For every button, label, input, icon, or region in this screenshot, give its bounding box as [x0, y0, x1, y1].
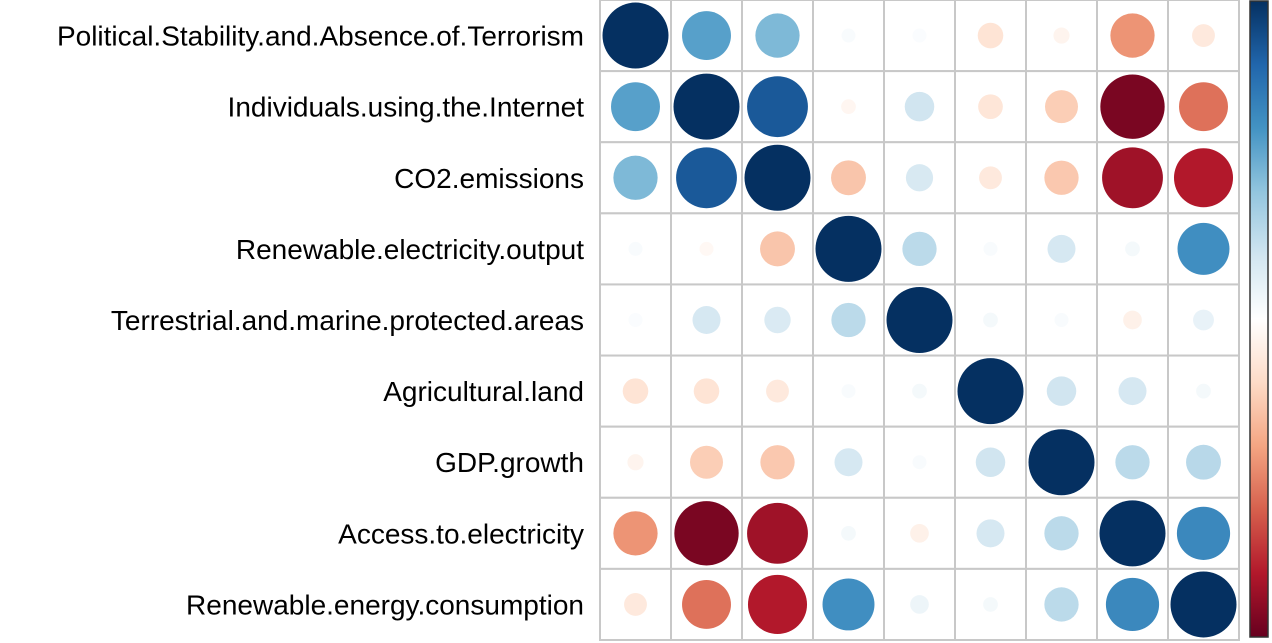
correlation-circle — [613, 155, 658, 200]
correlation-circle — [628, 241, 643, 256]
correlation-circle — [1044, 160, 1079, 195]
correlation-circle — [841, 525, 856, 541]
correlation-circle — [602, 2, 669, 69]
correlation-circle — [904, 91, 935, 122]
correlation-circle — [744, 144, 811, 211]
correlation-circle — [979, 166, 1002, 190]
correlation-circle — [1110, 13, 1155, 58]
correlation-circle — [822, 578, 875, 631]
correlation-circle — [841, 384, 856, 399]
correlation-circle — [1105, 577, 1160, 632]
correlation-circle — [831, 160, 866, 196]
correlation-circle — [886, 287, 953, 353]
correlation-circle — [760, 231, 795, 267]
correlation-circle — [1115, 445, 1150, 480]
correlation-circle — [747, 502, 808, 564]
correlation-circles — [602, 2, 1237, 638]
correlation-circle — [755, 13, 800, 58]
correlation-circle — [693, 378, 720, 404]
row-label: Individuals.using.the.Internet — [228, 92, 585, 123]
correlation-circle — [1028, 429, 1095, 496]
correlation-circle — [1176, 506, 1231, 560]
correlation-circle — [1045, 90, 1078, 124]
correlation-circle — [673, 73, 740, 140]
colorbar — [1249, 0, 1269, 638]
correlation-circle — [611, 82, 660, 132]
correlation-circle — [1044, 587, 1079, 622]
correlation-circle — [912, 28, 927, 43]
correlation-circle — [1125, 241, 1140, 257]
row-label: Agricultural.land — [383, 376, 584, 407]
correlation-circle — [978, 94, 1003, 120]
correlation-circle — [764, 306, 791, 334]
correlation-circle — [910, 595, 929, 614]
correlation-circle — [905, 164, 934, 192]
correlation-circle — [1053, 27, 1070, 44]
correlation-circle — [1047, 234, 1076, 263]
correlation-circle — [834, 448, 863, 477]
correlation-circle — [983, 312, 998, 328]
correlation-circle — [1100, 74, 1165, 139]
correlation-circle — [975, 447, 1006, 477]
correlation-circle — [910, 523, 929, 543]
correlation-circle — [1099, 500, 1166, 567]
correlation-circle — [627, 454, 644, 471]
correlation-circle — [766, 379, 789, 403]
matrix-cell — [883, 141, 956, 215]
correlation-circle — [983, 597, 998, 612]
correlation-circle — [1102, 147, 1163, 209]
correlation-circle — [1179, 82, 1228, 132]
row-labels: Political.Stability.and.Absence.of.Terro… — [57, 21, 584, 621]
correlation-circle — [1186, 444, 1221, 480]
correlation-circle — [747, 76, 808, 138]
correlation-circle — [624, 593, 647, 616]
correlation-circle — [977, 22, 1004, 49]
correlation-circle — [1177, 222, 1230, 275]
correlation-circle — [831, 302, 866, 338]
correlation-circle — [912, 383, 927, 399]
correlation-circle — [1123, 310, 1142, 330]
correlation-circle — [1196, 383, 1211, 399]
correlation-circle — [815, 215, 882, 282]
correlation-circle — [1170, 571, 1237, 638]
correlation-circle — [613, 511, 658, 556]
correlation-circle — [983, 241, 998, 256]
correlation-circle — [1193, 309, 1214, 331]
matrix-cell — [812, 425, 885, 499]
correlation-circle — [676, 147, 737, 209]
correlation-circle — [1173, 148, 1234, 208]
correlation-circle — [1192, 24, 1215, 47]
correlation-circle — [760, 445, 795, 480]
correlation-circle — [692, 305, 721, 335]
row-label: Access.to.electricity — [338, 518, 584, 549]
correlation-circle — [682, 579, 731, 629]
matrix-cell — [670, 354, 743, 428]
colorbar-gradient — [1249, 0, 1269, 638]
correlation-circle — [1054, 313, 1069, 327]
correlation-circle — [841, 99, 856, 115]
correlation-circle — [1044, 516, 1079, 551]
correlation-circle — [699, 241, 714, 256]
correlation-circle — [841, 28, 856, 43]
row-label: GDP.growth — [435, 447, 584, 478]
row-label: CO2.emissions — [394, 163, 584, 194]
correlation-circle — [682, 11, 731, 61]
correlation-circle — [957, 358, 1024, 425]
correlation-circle — [1046, 376, 1077, 406]
row-label: Political.Stability.and.Absence.of.Terro… — [57, 21, 584, 52]
correlation-circle — [902, 231, 937, 267]
correlation-circle — [622, 378, 649, 404]
row-label: Terrestrial.and.marine.protected.areas — [111, 305, 584, 336]
correlation-circle — [628, 313, 643, 327]
correlation-circle — [1118, 377, 1147, 406]
row-label: Renewable.energy.consumption — [186, 589, 584, 620]
row-label: Renewable.electricity.output — [236, 234, 584, 265]
correlation-circle — [912, 455, 927, 470]
correlation-circle — [976, 519, 1005, 548]
correlation-circle — [674, 501, 739, 566]
correlation-circle — [690, 445, 723, 479]
correlation-circle — [747, 574, 808, 634]
